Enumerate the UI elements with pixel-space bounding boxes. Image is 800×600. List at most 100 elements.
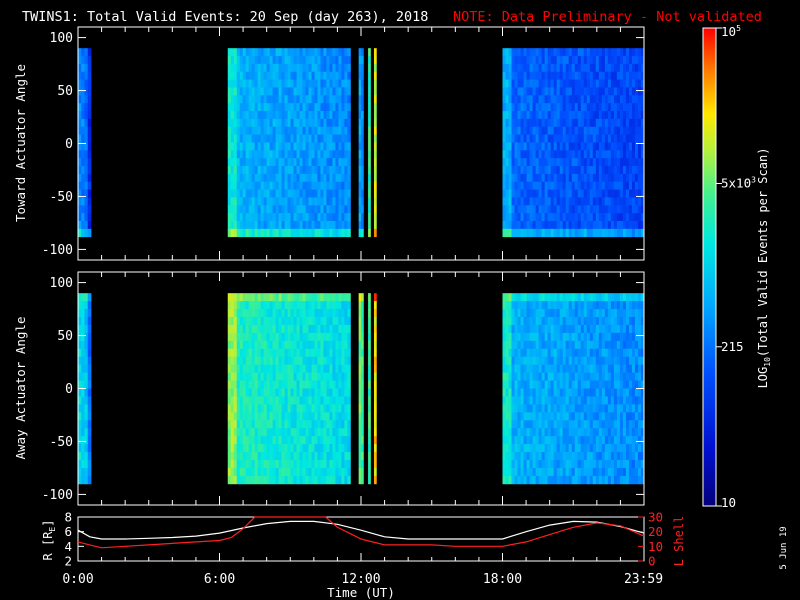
heatmap-cell — [568, 364, 573, 374]
heatmap-cell — [239, 173, 244, 183]
heatmap-cell — [601, 324, 606, 334]
heatmap-cell — [338, 103, 342, 112]
heatmap-cell — [299, 197, 303, 206]
heatmap-cell — [314, 228, 318, 238]
heatmap-cell — [227, 173, 232, 183]
heatmap-cell — [251, 103, 256, 112]
heatmap-cells-toward — [78, 48, 645, 238]
heatmap-cell — [568, 118, 573, 128]
heatmap-cell — [547, 79, 552, 88]
heatmap-cell — [296, 111, 300, 120]
heatmap-cell — [260, 452, 265, 461]
heatmap-cell — [565, 56, 570, 65]
heatmap-cell — [577, 420, 582, 429]
heatmap-cell — [299, 301, 303, 310]
heatmap-cell — [511, 103, 515, 112]
heatmap-cell — [239, 428, 244, 437]
heatmap-cell — [631, 150, 636, 159]
heatmap-cell — [302, 452, 306, 461]
heatmap-cell — [287, 317, 291, 326]
heatmap-cell — [257, 412, 262, 421]
heatmap-cell — [290, 103, 294, 112]
heatmap-cell — [314, 396, 318, 405]
heatmap-cell — [278, 475, 282, 485]
heatmap-cell — [275, 301, 279, 310]
heatmap-cell — [544, 150, 549, 159]
heatmap-cell — [87, 324, 92, 334]
heatmap-cell — [305, 103, 309, 112]
heatmap-cell — [628, 475, 633, 485]
heatmap-cell — [544, 428, 549, 437]
heatmap-cell — [520, 189, 524, 198]
heatmap-cell — [598, 189, 603, 198]
heatmap-cell — [341, 228, 345, 238]
heatmap-cell — [361, 420, 364, 429]
heatmap-cell — [514, 467, 518, 477]
heatmap-cell — [284, 134, 288, 143]
heatmap-cell — [305, 436, 309, 445]
heatmap-cell — [631, 301, 636, 310]
heatmap-cell — [547, 452, 552, 461]
heatmap-cell — [344, 332, 348, 342]
heatmap-cell — [637, 48, 642, 57]
heatmap-cell — [230, 103, 235, 112]
heatmap-cell — [538, 118, 543, 128]
heatmap-cell — [341, 293, 345, 302]
heatmap-cell — [230, 317, 235, 326]
heatmap-cell — [619, 181, 624, 190]
heatmap-cell — [577, 220, 582, 230]
heatmap-cell — [619, 142, 624, 151]
heatmap-cell — [266, 118, 271, 128]
heatmap-cell — [637, 205, 642, 214]
heatmap-cell — [535, 301, 540, 310]
heatmap-cell — [619, 213, 624, 222]
heatmap-cell — [535, 79, 540, 88]
heatmap-cell — [233, 459, 238, 469]
heatmap-cell — [625, 380, 630, 389]
heatmap-cell — [589, 71, 594, 80]
heatmap-cell — [260, 118, 265, 128]
heatmap-cell — [568, 48, 573, 57]
heatmap-cell — [517, 332, 521, 342]
heatmap-cell — [586, 364, 591, 374]
heatmap-cell — [84, 380, 89, 389]
heatmap-cell — [577, 166, 582, 175]
heatmap-cell — [556, 356, 561, 366]
heatmap-cell — [361, 79, 364, 88]
heatmap-cell — [502, 436, 506, 445]
heatmap-cell — [368, 150, 371, 159]
heatmap-cell — [299, 436, 303, 445]
heatmap-cell — [81, 220, 85, 230]
heatmap-cell — [541, 197, 546, 206]
heatmap-cell — [338, 301, 342, 310]
heatmap-cell — [592, 197, 597, 206]
heatmap-cell — [541, 380, 546, 389]
heatmap-cell — [248, 459, 253, 469]
heatmap-cell — [242, 220, 247, 230]
heatmap-cell — [541, 205, 546, 214]
heatmap-cell — [239, 63, 244, 73]
heatmap-cell — [281, 388, 285, 397]
heatmap-cell — [583, 71, 588, 80]
heatmap-cell — [610, 150, 615, 159]
heatmap-cell — [290, 173, 294, 183]
heatmap-cell — [628, 220, 633, 230]
heatmap-cell — [263, 158, 268, 167]
heatmap-cell — [227, 396, 232, 405]
heatmap-cell — [544, 134, 549, 143]
heatmap-cell — [517, 380, 521, 389]
heatmap-cell — [251, 111, 256, 120]
heatmap-cell — [520, 317, 524, 326]
heatmap-cell — [329, 380, 333, 389]
heatmap-cell — [311, 197, 315, 206]
heatmap-cell — [284, 111, 288, 120]
heatmap-cell — [278, 412, 282, 421]
heatmap-cell — [272, 87, 277, 96]
heatmap-cell — [329, 467, 333, 477]
heatmap-cell — [517, 356, 521, 366]
heatmap-cell — [269, 48, 274, 57]
heatmap-cell — [299, 309, 303, 318]
heatmap-cell — [637, 150, 642, 159]
heatmap-cell — [520, 220, 524, 230]
heatmap-cell — [373, 309, 377, 318]
